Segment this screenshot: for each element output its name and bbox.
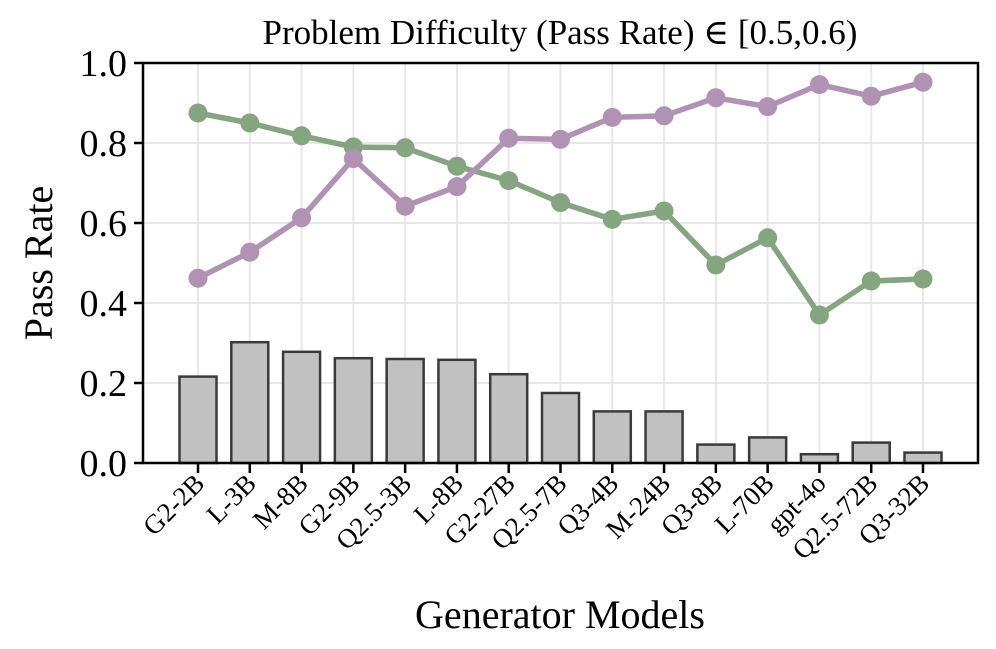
purple-line-marker-Q3-8B: [706, 88, 726, 108]
green-line-marker-Q2.5-72B: [861, 271, 881, 291]
green-line-marker-L-70B: [758, 228, 778, 248]
purple-line-marker-M-24B: [654, 106, 674, 126]
green-line-marker-gpt-4o: [809, 305, 829, 325]
green-line-marker-M-24B: [654, 201, 674, 221]
y-tick-label: 0.6: [80, 203, 128, 245]
purple-line-marker-Q3-4B: [602, 107, 622, 127]
chart-title: Problem Difficulty (Pass Rate) ∈ [0.5,0.…: [263, 13, 858, 52]
purple-line-marker-Q3-32B: [913, 72, 933, 92]
bar-gpt-4o: [799, 452, 840, 465]
bar-L-8B: [437, 358, 477, 465]
purple-line-marker-Q2.5-72B: [861, 86, 881, 106]
bar-Q3-8B: [696, 443, 736, 465]
y-tick-label: 0.2: [80, 363, 128, 405]
green-line-marker-L-3B: [240, 113, 260, 133]
purple-line-marker-G2-2B: [188, 268, 208, 288]
y-tick-labels: 0.0 0.2 0.4 0.6 0.8 1.0: [80, 43, 128, 485]
bar-G2-27B: [488, 372, 529, 465]
green-line-marker-Q3-32B: [913, 269, 933, 289]
bar-L-70B: [747, 436, 788, 465]
purple-line-marker-G2-9B: [343, 149, 363, 169]
green-line-marker-Q3-8B: [706, 255, 726, 275]
purple-line-marker-L-3B: [240, 242, 260, 262]
bar-Q2.5-7B: [540, 391, 581, 465]
x-tick-label-G2-2B: G2-2B: [137, 468, 210, 541]
x-tick-label-L-70B: L-70B: [709, 468, 780, 539]
y-tick-label: 0.0: [80, 443, 128, 485]
bar-series: [178, 340, 943, 465]
bar-Q3-32B: [903, 451, 943, 465]
green-line-marker-M-8B: [292, 126, 312, 146]
bar-G2-9B: [333, 356, 374, 465]
green-line-marker-Q2.5-7B: [551, 193, 570, 213]
gridlines: [143, 63, 978, 463]
y-tick-label: 1.0: [80, 43, 128, 85]
bar-L-3B: [230, 340, 270, 465]
bar-M-8B: [281, 350, 322, 465]
x-tick-labels: G2-2BL-3BM-8BG2-9BQ2.5-3BL-8BG2-27BQ2.5-…: [137, 468, 935, 565]
y-tick-label: 0.8: [80, 123, 128, 165]
green-line-marker-Q3-4B: [602, 209, 622, 229]
purple-line-marker-L-70B: [758, 97, 778, 117]
green-line-marker-Q2.5-3B: [395, 138, 415, 158]
purple-line-marker-Q2.5-3B: [395, 196, 415, 216]
green-line-marker-G2-2B: [188, 103, 208, 123]
bar-G2-2B: [178, 375, 218, 465]
bar-Q3-4B: [592, 410, 633, 465]
line-series: [188, 72, 933, 325]
bar-M-24B: [644, 410, 684, 465]
x-axis-label: Generator Models: [415, 592, 705, 637]
axis-ticks: [134, 61, 925, 473]
purple-line-marker-Q2.5-7B: [551, 129, 570, 149]
purple-line-marker-gpt-4o: [809, 75, 829, 95]
y-axis-label: Pass Rate: [16, 186, 61, 340]
purple-line-marker-G2-27B: [499, 128, 519, 148]
bar-Q2.5-72B: [851, 441, 891, 465]
purple-line-marker-L-8B: [447, 177, 467, 197]
y-tick-label: 0.4: [80, 283, 128, 325]
purple-line-marker-M-8B: [292, 208, 312, 228]
green-line-marker-L-8B: [447, 156, 467, 176]
bar-Q2.5-3B: [385, 357, 425, 465]
green-line-marker-G2-27B: [499, 171, 519, 191]
